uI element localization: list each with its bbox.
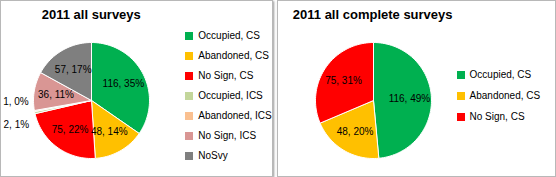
html-text:Occupied, CS: Occupied, CS (469, 69, 532, 80)
svg-text:48, 20%: 48, 20% (336, 125, 373, 136)
html-text:No Sign, CS: No Sign, CS (469, 111, 525, 122)
svg-text:2, 1%: 2, 1% (4, 118, 30, 129)
svg-text:1, 0%: 1, 0% (3, 95, 29, 106)
html-text:Occupied, ICS: Occupied, ICS (198, 90, 263, 101)
html-text:Occupied, CS: Occupied, CS (198, 30, 260, 41)
html-text:Abandoned, CS: Abandoned, CS (198, 50, 269, 61)
svg-text:116, 49%: 116, 49% (388, 93, 430, 104)
html-text:2011 all complete surveys: 2011 all complete surveys (292, 6, 453, 22)
html-text:No Sign, CS: No Sign, CS (198, 70, 254, 81)
html-text:NoSvy: NoSvy (198, 150, 228, 161)
svg-text:36, 11%: 36, 11% (38, 88, 74, 99)
svg-text:116, 35%: 116, 35% (103, 78, 145, 89)
html-text:Abandoned, ICS: Abandoned, ICS (198, 110, 272, 121)
html-text:Abandoned, CS: Abandoned, CS (469, 90, 541, 101)
svg-text:57, 17%: 57, 17% (55, 63, 92, 74)
svg-text:48, 14%: 48, 14% (91, 125, 128, 136)
svg-text:75, 31%: 75, 31% (325, 74, 362, 85)
html-text:2011 all surveys: 2011 all surveys (41, 6, 141, 22)
html-text:No Sign, ICS: No Sign, ICS (198, 130, 257, 141)
svg-text:75, 22%: 75, 22% (52, 123, 89, 134)
